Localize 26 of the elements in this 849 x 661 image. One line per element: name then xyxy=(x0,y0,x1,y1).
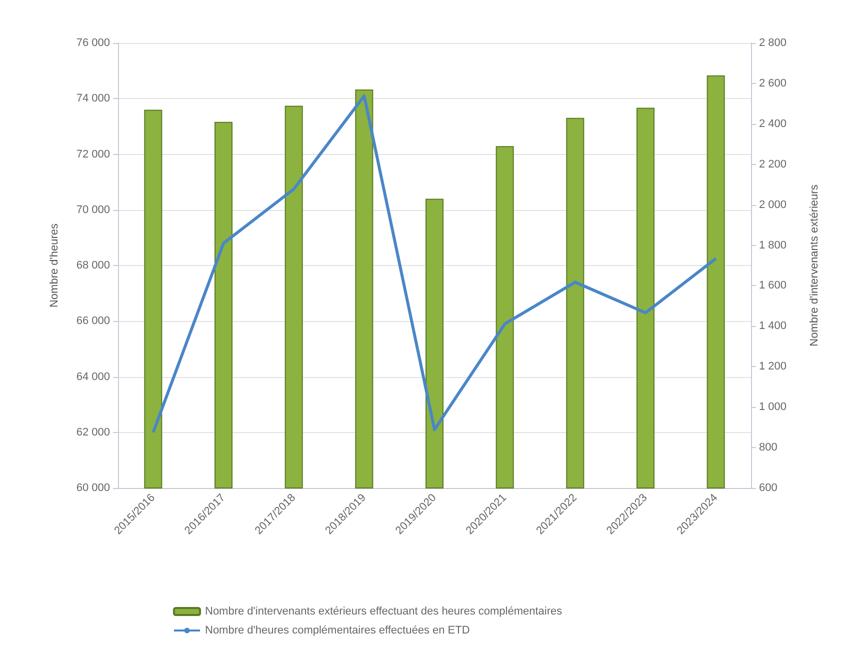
y2-tick-label: 800 xyxy=(759,442,778,454)
y-tick-label: 72 000 xyxy=(76,148,110,160)
y2-tick-label: 2 400 xyxy=(759,118,787,130)
legend-label: Nombre d'heures complémentaires effectuées en ETD xyxy=(205,624,470,636)
y-tick-label: 64 000 xyxy=(76,370,110,383)
y2-tick-label: 2 200 xyxy=(759,158,787,170)
y-axis-title: Nombre d'heures xyxy=(48,222,60,308)
legend-label: Nombre d'intervenants extérieurs effectuant des heures complémentaires xyxy=(205,606,563,618)
y2-tick-label: 2 000 xyxy=(759,198,787,211)
y2-tick-label: 1 600 xyxy=(759,280,787,292)
y2-axis-title: Nombre d'intervenants extérieurs xyxy=(808,184,820,346)
y2-tick-label: 1 800 xyxy=(759,239,787,252)
y2-tick-label: 2 600 xyxy=(759,77,787,90)
y2-tick-label: 2 800 xyxy=(759,37,787,49)
y-tick-label: 74 000 xyxy=(76,92,110,105)
y-tick-label: 70 000 xyxy=(76,204,110,216)
y-tick-label: 68 000 xyxy=(76,260,110,272)
y2-tick-label: 1 000 xyxy=(759,401,787,414)
y2-tick-label: 600 xyxy=(759,482,778,494)
y2-tick-label: 1 400 xyxy=(759,320,787,332)
y-tick-label: 76 000 xyxy=(76,37,110,49)
line-series xyxy=(152,94,718,434)
y-tick-label: 62 000 xyxy=(76,426,110,438)
y-tick-label: 66 000 xyxy=(76,315,110,328)
y2-tick-label: 1 200 xyxy=(759,360,787,373)
y-tick-label: 60 000 xyxy=(76,482,110,494)
